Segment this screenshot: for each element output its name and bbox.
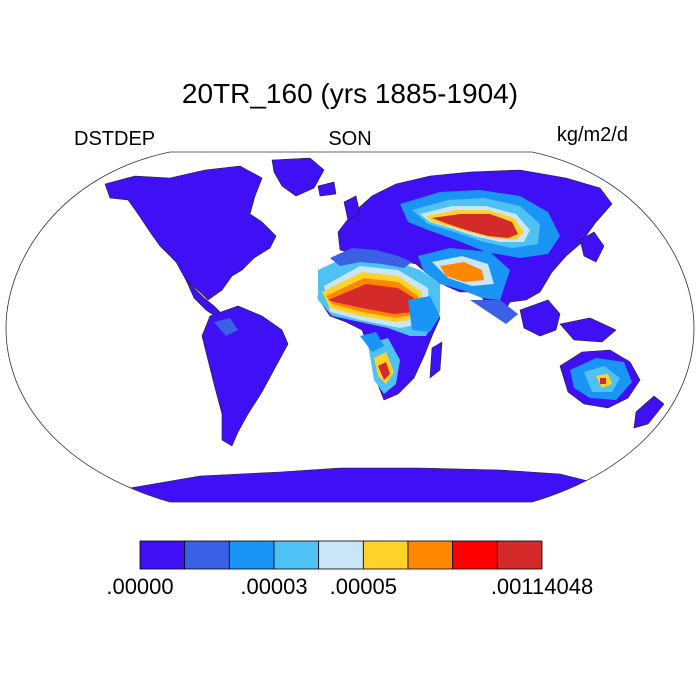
greenland — [271, 157, 325, 197]
colorbar-swatch — [407, 540, 454, 570]
season-label: SON — [328, 128, 372, 150]
colorbar-tick-label: .00003 — [240, 574, 308, 599]
colorbar-swatch — [318, 540, 364, 570]
colorbar-swatch — [452, 540, 498, 570]
map-title: 20TR_160 (yrs 1885-1904) — [181, 78, 519, 109]
colorbar-tick-label: .00005 — [329, 574, 397, 599]
colorbar-tick-label: .00000 — [106, 574, 174, 599]
colorbar — [139, 540, 543, 570]
colorbar-swatch — [228, 540, 275, 570]
variable-label: DSTDEP — [74, 128, 156, 150]
south-america — [201, 305, 289, 447]
colorbar-swatch — [184, 540, 230, 570]
globe-outline — [5, 151, 695, 503]
colorbar-swatch — [273, 540, 320, 570]
colorbar-swatch — [496, 540, 543, 570]
map-land — [104, 157, 665, 502]
colorbar-swatch — [139, 540, 186, 570]
units-label: kg/m2/d — [556, 124, 628, 146]
colorbar-swatch — [362, 540, 409, 570]
antarctica — [119, 467, 611, 502]
north-america — [104, 165, 277, 301]
colorbar-tick-label: .00114048 — [490, 574, 594, 599]
